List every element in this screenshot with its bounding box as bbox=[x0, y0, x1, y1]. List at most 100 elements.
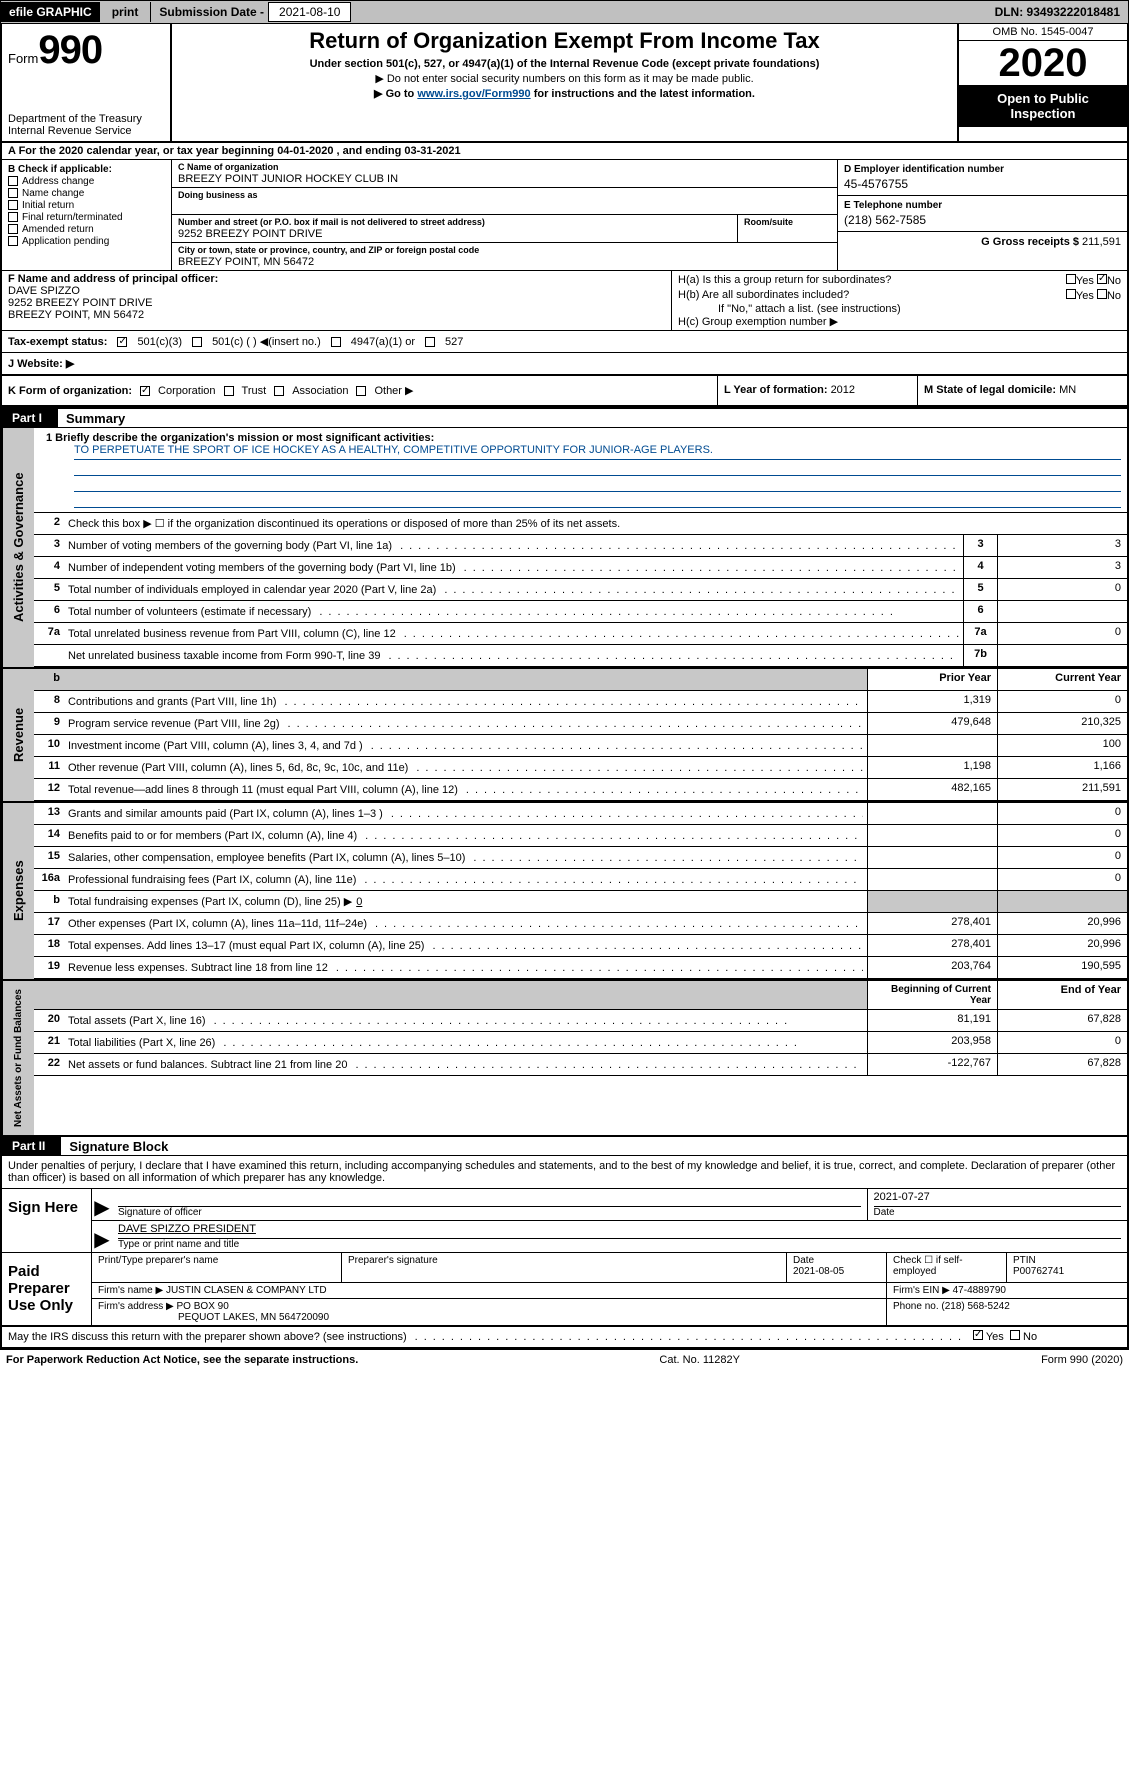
check-pending[interactable]: Application pending bbox=[8, 236, 165, 247]
row-website: J Website: ▶ bbox=[0, 353, 1129, 376]
table-row: 20 Total assets (Part X, line 16) 81,191… bbox=[34, 1010, 1127, 1032]
table-row: 22 Net assets or fund balances. Subtract… bbox=[34, 1054, 1127, 1076]
table-row: 17 Other expenses (Part IX, column (A), … bbox=[34, 913, 1127, 935]
prior-year-hdr: Prior Year bbox=[867, 669, 997, 690]
print-button[interactable]: print bbox=[100, 2, 152, 22]
check-initial[interactable]: Initial return bbox=[8, 200, 165, 211]
check-address[interactable]: Address change bbox=[8, 176, 165, 187]
footer: For Paperwork Reduction Act Notice, see … bbox=[0, 1349, 1129, 1370]
form-title: Return of Organization Exempt From Incom… bbox=[182, 28, 947, 54]
part1-title: Summary bbox=[58, 411, 125, 426]
begin-year-hdr: Beginning of Current Year bbox=[867, 981, 997, 1009]
dba-lbl: Doing business as bbox=[178, 190, 831, 200]
check-527[interactable] bbox=[425, 337, 435, 347]
table-row: 15 Salaries, other compensation, employe… bbox=[34, 847, 1127, 869]
mission-text: TO PERPETUATE THE SPORT OF ICE HOCKEY AS… bbox=[74, 444, 1121, 460]
check-name[interactable]: Name change bbox=[8, 188, 165, 199]
print-name-lbl: Type or print name and title bbox=[118, 1239, 1121, 1250]
current-year-hdr: Current Year bbox=[997, 669, 1127, 690]
hb-note: If "No," attach a list. (see instruction… bbox=[678, 303, 1121, 315]
table-row: 19 Revenue less expenses. Subtract line … bbox=[34, 957, 1127, 979]
check-4947[interactable] bbox=[331, 337, 341, 347]
check-other[interactable] bbox=[356, 386, 366, 396]
col-b: B Check if applicable: Address change Na… bbox=[2, 160, 172, 270]
hb-lbl: H(b) Are all subordinates included? bbox=[678, 289, 849, 302]
c-name-lbl: C Name of organization bbox=[178, 162, 831, 172]
hc-lbl: H(c) Group exemption number ▶ bbox=[678, 315, 1121, 328]
table-row: 14 Benefits paid to or for members (Part… bbox=[34, 825, 1127, 847]
gov-row: 4 Number of independent voting members o… bbox=[34, 557, 1127, 579]
addr-lbl: Number and street (or P.O. box if mail i… bbox=[178, 217, 731, 227]
table-row: 18 Total expenses. Add lines 13–17 (must… bbox=[34, 935, 1127, 957]
row-a: A For the 2020 calendar year, or tax yea… bbox=[0, 143, 1129, 160]
gross-receipts: 211,591 bbox=[1082, 236, 1121, 248]
dln: DLN: 93493222018481 bbox=[995, 5, 1128, 19]
table-row: 21 Total liabilities (Part X, line 26) 2… bbox=[34, 1032, 1127, 1054]
phone: (218) 562-7585 bbox=[844, 211, 1121, 227]
revenue-section: Revenue b Prior Year Current Year 8 Cont… bbox=[0, 669, 1129, 803]
l-col: L Year of formation: 2012 bbox=[717, 376, 917, 405]
phone-lbl: E Telephone number bbox=[844, 200, 1121, 211]
table-row: 13 Grants and similar amounts paid (Part… bbox=[34, 803, 1127, 825]
check-corp[interactable] bbox=[140, 386, 150, 396]
col-cd: C Name of organization BREEZY POINT JUNI… bbox=[172, 160, 837, 270]
end-year-hdr: End of Year bbox=[997, 981, 1127, 1009]
check-501c[interactable] bbox=[192, 337, 202, 347]
side-netassets: Net Assets or Fund Balances bbox=[2, 981, 34, 1135]
note-2: ▶ Go to www.irs.gov/Form990 for instruct… bbox=[182, 87, 947, 100]
governance-section: Activities & Governance 1 Briefly descri… bbox=[0, 427, 1129, 669]
sig-date1: 2021-07-27 bbox=[874, 1191, 1122, 1207]
sig-officer-lbl: Signature of officer bbox=[118, 1207, 861, 1218]
signature-block: Under penalties of perjury, I declare th… bbox=[0, 1155, 1129, 1327]
col-deg: D Employer identification number 45-4576… bbox=[837, 160, 1127, 270]
line2: Check this box ▶ ☐ if the organization d… bbox=[64, 513, 1127, 534]
check-final[interactable]: Final return/terminated bbox=[8, 212, 165, 223]
part2-header: Part II Signature Block bbox=[0, 1137, 1129, 1155]
table-row: 12 Total revenue—add lines 8 through 11 … bbox=[34, 779, 1127, 801]
block-bcdeg: B Check if applicable: Address change Na… bbox=[0, 160, 1129, 270]
table-row: 8 Contributions and grants (Part VIII, l… bbox=[34, 691, 1127, 713]
gov-row: 5 Total number of individuals employed i… bbox=[34, 579, 1127, 601]
officer-addr2: BREEZY POINT, MN 56472 bbox=[8, 309, 665, 321]
netassets-section: Net Assets or Fund Balances Beginning of… bbox=[0, 981, 1129, 1137]
check-amended[interactable]: Amended return bbox=[8, 224, 165, 235]
ha-lbl: H(a) Is this a group return for subordin… bbox=[678, 274, 891, 287]
top-bar: efile GRAPHIC print Submission Date - 20… bbox=[0, 0, 1129, 24]
sign-here-lbl: Sign Here bbox=[2, 1189, 92, 1252]
check-assoc[interactable] bbox=[274, 386, 284, 396]
check-501c3[interactable] bbox=[117, 337, 127, 347]
table-row: 11 Other revenue (Part VIII, column (A),… bbox=[34, 757, 1127, 779]
h-col: H(a) Is this a group return for subordin… bbox=[672, 271, 1127, 330]
row-klm: K Form of organization: Corporation Trus… bbox=[0, 376, 1129, 407]
m-col: M State of legal domicile: MN bbox=[917, 376, 1127, 405]
officer-printed: DAVE SPIZZO PRESIDENT bbox=[118, 1223, 1121, 1239]
form-header: Form 990 Department of the Treasury Inte… bbox=[0, 24, 1129, 143]
side-revenue: Revenue bbox=[2, 669, 34, 801]
gov-row: Net unrelated business taxable income fr… bbox=[34, 645, 1127, 667]
open-inspection: Open to Public Inspection bbox=[959, 85, 1127, 127]
officer-name: DAVE SPIZZO bbox=[8, 285, 665, 297]
cat-no: Cat. No. 11282Y bbox=[659, 1354, 740, 1366]
city-lbl: City or town, state or province, country… bbox=[178, 245, 831, 255]
street-address: 9252 BREEZY POINT DRIVE bbox=[178, 227, 731, 240]
k-col: K Form of organization: Corporation Trus… bbox=[2, 376, 717, 405]
officer-addr1: 9252 BREEZY POINT DRIVE bbox=[8, 297, 665, 309]
city-state-zip: BREEZY POINT, MN 56472 bbox=[178, 255, 831, 268]
gov-row: 6 Total number of volunteers (estimate i… bbox=[34, 601, 1127, 623]
ein: 45-4576755 bbox=[844, 175, 1121, 191]
paid-prep-lbl: Paid Preparer Use Only bbox=[2, 1253, 92, 1325]
part1-header: Part I Summary bbox=[0, 407, 1129, 427]
row-fh: F Name and address of principal officer:… bbox=[0, 270, 1129, 331]
header-left: Form 990 Department of the Treasury Inte… bbox=[2, 24, 172, 141]
check-trust[interactable] bbox=[224, 386, 234, 396]
b-label: B Check if applicable: bbox=[8, 164, 165, 175]
dept-label: Department of the Treasury Internal Reve… bbox=[8, 113, 164, 137]
ein-lbl: D Employer identification number bbox=[844, 164, 1121, 175]
instructions-link[interactable]: www.irs.gov/Form990 bbox=[417, 88, 530, 100]
note-1: ▶ Do not enter social security numbers o… bbox=[182, 72, 947, 85]
side-expenses: Expenses bbox=[2, 803, 34, 979]
form-subtitle: Under section 501(c), 527, or 4947(a)(1)… bbox=[182, 58, 947, 70]
room-lbl: Room/suite bbox=[744, 217, 831, 227]
form-number: 990 bbox=[38, 28, 102, 73]
table-row: 10 Investment income (Part VIII, column … bbox=[34, 735, 1127, 757]
